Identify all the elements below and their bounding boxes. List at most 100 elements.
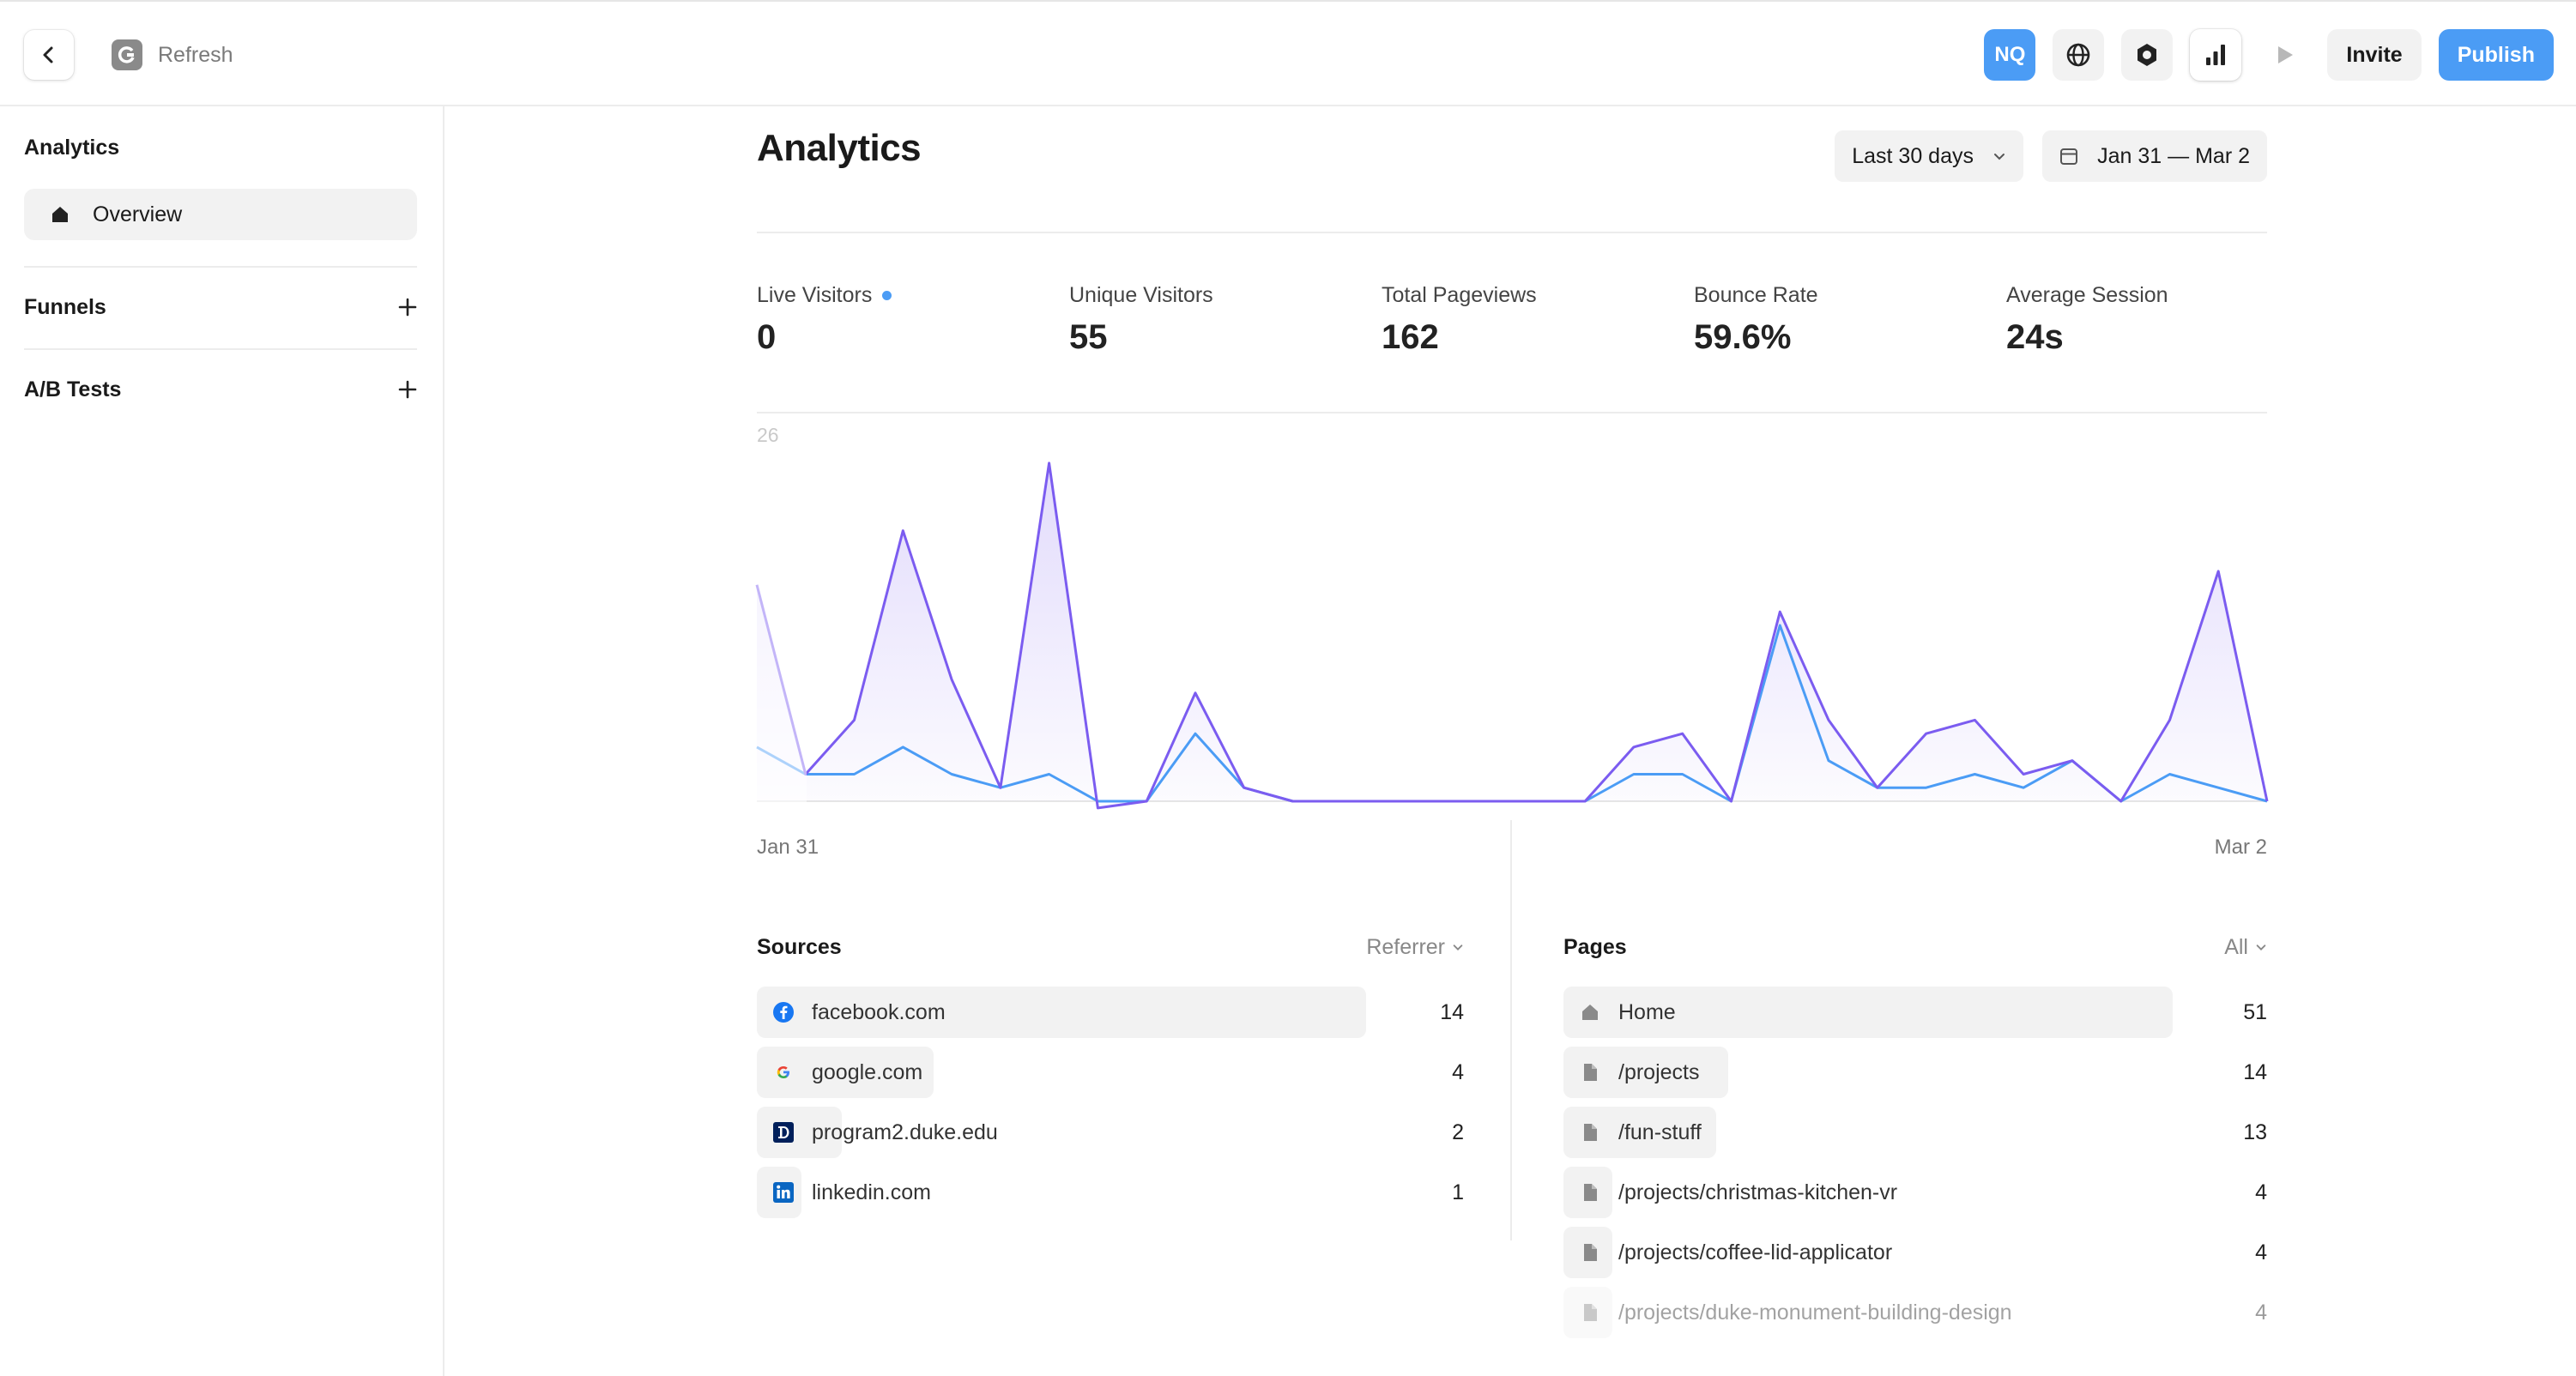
divider bbox=[757, 412, 2267, 413]
stat-value: 55 bbox=[1069, 318, 1108, 356]
sidebar-section-funnels[interactable]: Funnels bbox=[24, 290, 417, 324]
row-label: /projects bbox=[1618, 1059, 1700, 1084]
list-item[interactable]: /projects/christmas-kitchen-vr 4 bbox=[1563, 1167, 2267, 1218]
pages-filter-label: All bbox=[2224, 934, 2248, 959]
invite-button[interactable]: Invite bbox=[2327, 29, 2422, 81]
date-range-label: Jan 31 — Mar 2 bbox=[2097, 143, 2250, 168]
list-item[interactable]: program2.duke.edu 2 bbox=[757, 1107, 1464, 1158]
stat-value: 162 bbox=[1382, 318, 1439, 356]
stat-value: 24s bbox=[2006, 318, 2064, 356]
user-avatar[interactable]: NQ bbox=[1984, 29, 2036, 81]
chart-edge-fade bbox=[755, 424, 807, 806]
row-count: 4 bbox=[2255, 1240, 2267, 1264]
back-button[interactable] bbox=[24, 30, 74, 80]
row-label: /projects/christmas-kitchen-vr bbox=[1618, 1180, 1898, 1204]
chart-x-end-label: Mar 2 bbox=[2214, 836, 2267, 859]
list-item[interactable]: /projects/duke-monument-building-design 4 bbox=[1563, 1287, 2267, 1338]
row-label: program2.duke.edu bbox=[812, 1120, 998, 1144]
chart-series-line bbox=[755, 462, 2269, 810]
file-icon bbox=[1579, 1241, 1601, 1264]
row-label: google.com bbox=[812, 1059, 923, 1084]
stats-row: Live Visitors 0 Unique Visitors 55 Total… bbox=[757, 283, 2267, 369]
plus-icon[interactable] bbox=[398, 298, 417, 317]
divider bbox=[757, 232, 2267, 233]
file-icon bbox=[1579, 1181, 1601, 1204]
list-item[interactable]: /projects/coffee-lid-applicator 4 bbox=[1563, 1227, 2267, 1278]
visitors-chart: 26 Jan 31 Mar 2 bbox=[755, 424, 2269, 859]
row-label: /projects/coffee-lid-applicator bbox=[1618, 1240, 1893, 1264]
file-icon bbox=[1579, 1301, 1601, 1324]
file-icon bbox=[1579, 1061, 1601, 1083]
globe-button[interactable] bbox=[2053, 29, 2105, 81]
date-range-picker[interactable]: Jan 31 — Mar 2 bbox=[2042, 130, 2267, 182]
range-dropdown[interactable]: Last 30 days bbox=[1835, 130, 2023, 182]
live-dot-icon bbox=[882, 291, 892, 300]
stat-live-visitors: Live Visitors 0 bbox=[757, 283, 892, 357]
sidebar-section-ab-tests[interactable]: A/B Tests bbox=[24, 372, 417, 407]
row-label: linkedin.com bbox=[812, 1180, 931, 1204]
stat-label: Total Pageviews bbox=[1382, 283, 1537, 307]
plus-icon[interactable] bbox=[398, 380, 417, 399]
row-label: /fun-stuff bbox=[1618, 1120, 1702, 1144]
publish-button[interactable]: Publish bbox=[2438, 29, 2554, 81]
list-item[interactable]: google.com 4 bbox=[757, 1047, 1464, 1098]
sidebar-section-label: A/B Tests bbox=[24, 377, 122, 401]
chevron-down-icon bbox=[2256, 944, 2266, 951]
chart-area bbox=[757, 462, 2267, 808]
stat-average-session: Average Session 24s bbox=[2006, 283, 2168, 357]
row-bar bbox=[1563, 1287, 1612, 1338]
row-label: /projects/duke-monument-building-design bbox=[1618, 1300, 2012, 1325]
row-label: Home bbox=[1618, 999, 1676, 1024]
stat-unique-visitors: Unique Visitors 55 bbox=[1069, 283, 1213, 357]
sources-title: Sources bbox=[757, 934, 842, 959]
range-label: Last 30 days bbox=[1852, 143, 1974, 168]
analytics-button[interactable] bbox=[2190, 29, 2242, 81]
list-item[interactable]: /fun-stuff 13 bbox=[1563, 1107, 2267, 1158]
list-item[interactable]: Home 51 bbox=[1563, 987, 2267, 1038]
chevron-down-icon bbox=[1453, 944, 1463, 951]
list-item[interactable]: /projects 14 bbox=[1563, 1047, 2267, 1098]
row-count: 4 bbox=[1452, 1059, 1464, 1084]
page-title: Analytics bbox=[757, 127, 922, 169]
play-icon bbox=[2278, 46, 2294, 63]
globe-icon bbox=[2067, 43, 2090, 67]
row-count: 13 bbox=[2243, 1120, 2267, 1144]
row-bar bbox=[1563, 987, 2173, 1038]
row-count: 4 bbox=[2255, 1180, 2267, 1204]
refresh-site[interactable]: Refresh bbox=[112, 38, 233, 72]
sources-filter-dropdown[interactable]: Referrer bbox=[1366, 930, 1464, 964]
calendar-icon bbox=[2060, 148, 2078, 165]
stat-value: 59.6% bbox=[1694, 318, 1792, 356]
bar-chart-icon bbox=[2206, 45, 2226, 65]
linkedin-icon bbox=[772, 1181, 795, 1204]
sidebar-section-label: Funnels bbox=[24, 294, 106, 319]
hexagon-settings-icon bbox=[2138, 44, 2157, 66]
chevron-left-icon bbox=[43, 46, 53, 63]
sidebar-item-overview[interactable]: Overview bbox=[24, 189, 417, 240]
list-item[interactable]: linkedin.com 1 bbox=[757, 1167, 1464, 1218]
stat-label: Live Visitors bbox=[757, 283, 873, 307]
panel-divider bbox=[1510, 820, 1512, 1240]
stat-value: 0 bbox=[757, 318, 777, 356]
stat-bounce-rate: Bounce Rate 59.6% bbox=[1694, 283, 1818, 357]
row-count: 14 bbox=[2243, 1059, 2267, 1084]
row-count: 1 bbox=[1452, 1180, 1464, 1204]
site-logo-icon bbox=[112, 39, 142, 70]
stat-total-pageviews: Total Pageviews 162 bbox=[1382, 283, 1537, 357]
pages-filter-dropdown[interactable]: All bbox=[2224, 930, 2267, 964]
row-count: 51 bbox=[2243, 999, 2267, 1024]
chart-svg bbox=[755, 424, 2269, 810]
duke-icon bbox=[772, 1121, 795, 1144]
stat-label: Average Session bbox=[2006, 283, 2168, 307]
file-icon bbox=[1579, 1121, 1601, 1144]
preview-button[interactable] bbox=[2259, 29, 2310, 81]
chart-x-start-label: Jan 31 bbox=[757, 836, 819, 859]
sources-filter-label: Referrer bbox=[1366, 934, 1445, 959]
sidebar-item-label: Overview bbox=[93, 202, 183, 226]
sidebar-title: Analytics bbox=[24, 136, 120, 160]
settings-button[interactable] bbox=[2121, 29, 2174, 81]
row-count: 4 bbox=[2255, 1300, 2267, 1325]
row-count: 2 bbox=[1452, 1120, 1464, 1144]
list-item[interactable]: facebook.com 14 bbox=[757, 987, 1464, 1038]
divider bbox=[24, 348, 417, 350]
